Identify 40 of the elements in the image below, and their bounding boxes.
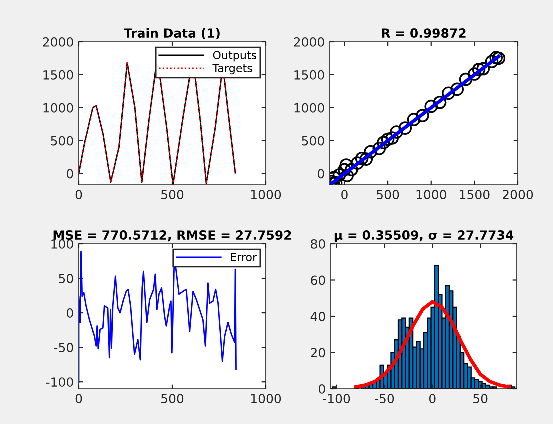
x-tick-label: 1000 — [251, 190, 282, 200]
chart-title: μ = 0.35509, σ = 27.7734 — [334, 230, 514, 242]
y-tick-label: 500 — [51, 136, 74, 146]
y-tick-label: 2000 — [294, 37, 324, 47]
legend-label: Targets — [212, 64, 252, 75]
chart-title: R = 0.99872 — [382, 28, 466, 38]
y-tick-label: 20 — [311, 348, 326, 358]
x-tick-label: -50 — [375, 394, 394, 404]
legend-label: Error — [231, 253, 258, 262]
x-tick-label: 1000 — [251, 394, 282, 404]
y-tick-label: 0 — [319, 384, 326, 394]
x-tick-label: 2000 — [503, 190, 534, 200]
x-tick-label: 500 — [377, 190, 400, 200]
x-tick-label: 0 — [76, 190, 82, 200]
x-tick-label: 0 — [342, 190, 348, 200]
x-tick-label: 500 — [162, 190, 184, 200]
y-tick-label: 0 — [67, 169, 74, 179]
y-tick-label: 500 — [302, 136, 324, 146]
x-tick-label: 1500 — [460, 190, 490, 200]
y-tick-label: -50 — [54, 343, 74, 352]
y-tick-label: 2000 — [43, 37, 74, 47]
y-tick-label: 1000 — [44, 103, 74, 113]
x-tick-label: 0 — [429, 394, 436, 404]
x-tick-label: 500 — [162, 394, 184, 404]
y-tick-label: 1500 — [44, 70, 74, 80]
x-tick-label: 1000 — [416, 190, 446, 200]
x-tick-label: 0 — [76, 394, 82, 404]
legend-label: Outputs — [213, 51, 257, 62]
y-tick-label: 50 — [59, 274, 74, 284]
y-tick-label: 40 — [310, 312, 326, 322]
y-tick-label: -100 — [46, 378, 74, 388]
y-tick-label: 1500 — [294, 70, 324, 80]
y-tick-label: 100 — [52, 239, 74, 249]
y-tick-label: 60 — [311, 276, 326, 286]
y-tick-label: 1000 — [294, 103, 324, 113]
chart-title: Train Data (1) — [124, 28, 220, 40]
y-tick-label: 0 — [318, 169, 324, 179]
y-tick-label: 80 — [311, 239, 326, 249]
y-tick-label: 0 — [67, 308, 74, 318]
x-tick-label: 50 — [474, 394, 488, 404]
